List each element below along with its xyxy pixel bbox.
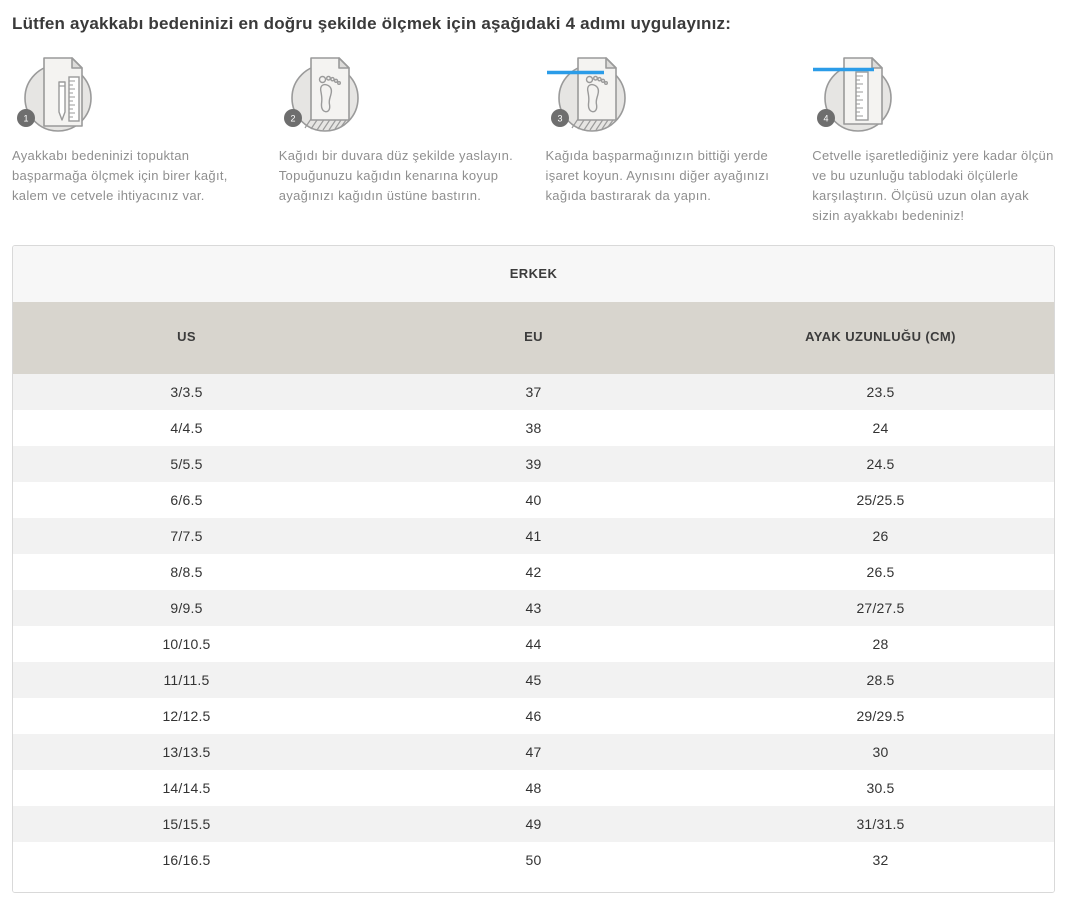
step-4-badge: 4 [824, 114, 829, 124]
table-row: 6/6.5 40 25/25.5 [13, 481, 1054, 518]
table-row: 14/14.5 48 30.5 [13, 769, 1054, 806]
eu-size: 43 [525, 599, 542, 616]
table-row: 9/9.5 43 27/27.5 [13, 589, 1054, 626]
paper-footprint-icon: 2 [279, 52, 522, 136]
step-2-badge: 2 [290, 114, 295, 124]
table-row: 4/4.5 38 24 [13, 409, 1054, 446]
foot-length-cm: 30.5 [866, 779, 895, 796]
eu-size: 41 [525, 527, 542, 544]
us-size: 11/11.5 [163, 671, 210, 688]
us-size: 13/13.5 [162, 743, 211, 760]
table-row: 12/12.5 46 29/29.5 [13, 697, 1054, 734]
foot-length-cm: 25/25.5 [856, 491, 905, 508]
table-row: 16/16.5 50 32 [13, 841, 1054, 878]
table-row: 5/5.5 39 24.5 [13, 445, 1054, 482]
us-size: 15/15.5 [162, 815, 211, 832]
foot-length-cm: 32 [872, 851, 889, 868]
foot-length-cm: 29/29.5 [856, 707, 905, 724]
paper-pencil-ruler-icon: 1 [12, 52, 255, 136]
eu-size: 47 [525, 743, 542, 760]
foot-length-cm: 26 [872, 527, 889, 544]
foot-length-cm: 28 [872, 635, 889, 652]
measurement-steps: 1 Ayakkabı bedeninizi topuktan başparmağ… [12, 52, 1055, 227]
table-row: 3/3.5 37 23.5 [13, 373, 1054, 410]
column-header-us: US [177, 329, 196, 345]
eu-size: 50 [525, 851, 542, 868]
us-size: 4/4.5 [170, 419, 203, 436]
step-1-badge: 1 [23, 114, 28, 124]
eu-size: 37 [525, 383, 542, 400]
us-size: 12/12.5 [162, 707, 211, 724]
us-size: 16/16.5 [162, 851, 211, 868]
size-table: ERKEK US EU AYAK UZUNLUĞU (CM) 3/3.5 37 … [12, 244, 1055, 893]
eu-size: 44 [525, 635, 542, 652]
foot-length-cm: 24.5 [866, 455, 895, 472]
eu-size: 38 [525, 419, 542, 436]
table-group-header: ERKEK [13, 245, 1054, 302]
table-row: 7/7.5 41 26 [13, 517, 1054, 554]
eu-size: 42 [525, 563, 542, 580]
us-size: 6/6.5 [170, 491, 203, 508]
foot-length-cm: 23.5 [866, 383, 895, 400]
foot-length-cm: 24 [872, 419, 889, 436]
step-4: 4 Cetvelle işaretlediğiniz yere kadar öl… [812, 52, 1055, 227]
column-header-eu: EU [524, 329, 543, 345]
us-size: 14/14.5 [162, 779, 211, 796]
us-size: 5/5.5 [170, 455, 203, 472]
table-row: 15/15.5 49 31/31.5 [13, 805, 1054, 842]
eu-size: 39 [525, 455, 542, 472]
step-3-badge: 3 [557, 114, 562, 124]
foot-length-cm: 27/27.5 [856, 599, 905, 616]
step-2: 2 Kağıdı bir duvara düz şekilde yaslayın… [279, 52, 522, 227]
us-size: 7/7.5 [170, 527, 203, 544]
foot-length-cm: 26.5 [866, 563, 895, 580]
table-body: 3/3.5 37 23.5 4/4.5 38 24 5/5.5 39 24.5 … [13, 373, 1054, 892]
eu-size: 49 [525, 815, 542, 832]
page-title: Lütfen ayakkabı bedeninizi en doğru şeki… [12, 14, 732, 33]
eu-size: 48 [525, 779, 542, 796]
eu-size: 45 [525, 671, 542, 688]
table-row: 10/10.5 44 28 [13, 625, 1054, 662]
step-3: 3 Kağıda başparmağınızın bittiği yerde i… [546, 52, 789, 227]
foot-length-cm: 31/31.5 [856, 815, 905, 832]
paper-ruler-measure-icon: 4 [812, 52, 1055, 136]
paper-footprint-mark-icon: 3 [546, 52, 789, 136]
us-size: 10/10.5 [162, 635, 211, 652]
table-column-headers: US EU AYAK UZUNLUĞU (CM) [13, 301, 1054, 374]
eu-size: 46 [525, 707, 542, 724]
us-size: 8/8.5 [170, 563, 203, 580]
step-1: 1 Ayakkabı bedeninizi topuktan başparmağ… [12, 52, 255, 227]
step-2-text: Kağıdı bir duvara düz şekilde yaslayın. … [278, 148, 514, 204]
column-header-foot-length: AYAK UZUNLUĞU (CM) [805, 329, 956, 345]
table-row: 8/8.5 42 26.5 [13, 553, 1054, 590]
step-3-text: Kağıda başparmağınızın bittiği yerde işa… [545, 148, 770, 204]
step-4-text: Cetvelle işaretlediğiniz yere kadar ölçü… [812, 148, 1054, 224]
us-size: 3/3.5 [170, 383, 203, 400]
table-row: 11/11.5 45 28.5 [13, 661, 1054, 698]
foot-length-cm: 30 [872, 743, 889, 760]
step-1-text: Ayakkabı bedeninizi topuktan başparmağa … [12, 148, 228, 204]
foot-length-cm: 28.5 [866, 671, 895, 688]
table-row: 13/13.5 47 30 [13, 733, 1054, 770]
eu-size: 40 [525, 491, 542, 508]
us-size: 9/9.5 [170, 599, 203, 616]
